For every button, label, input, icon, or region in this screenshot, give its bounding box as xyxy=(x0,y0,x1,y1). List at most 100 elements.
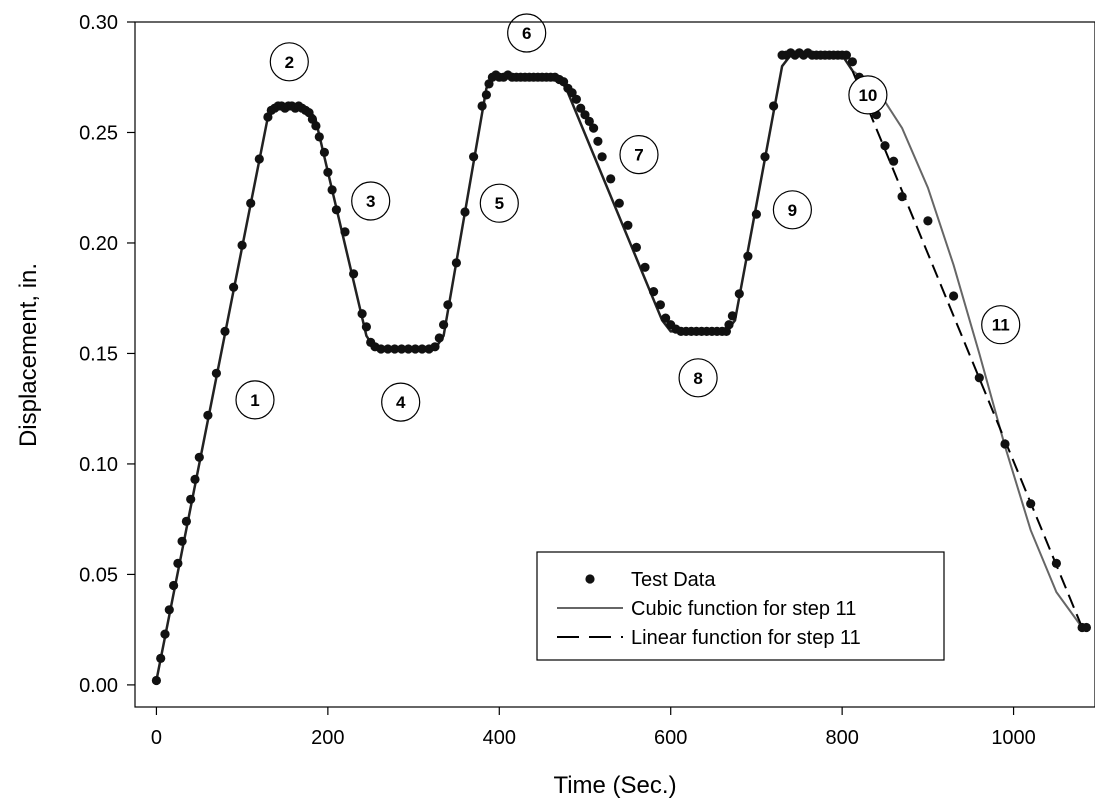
data-point xyxy=(397,344,407,354)
data-point xyxy=(743,251,753,261)
data-point xyxy=(649,287,659,297)
x-tick-label: 0 xyxy=(151,727,162,749)
legend-label: Linear function for step 11 xyxy=(631,627,861,649)
data-point xyxy=(160,629,170,639)
step-circle xyxy=(479,183,519,223)
x-tick-label: 800 xyxy=(825,727,858,749)
data-point xyxy=(606,174,616,184)
data-point xyxy=(481,90,491,100)
data-point xyxy=(211,368,221,378)
data-point xyxy=(229,282,239,292)
data-point xyxy=(349,269,359,279)
data-point xyxy=(181,516,191,527)
data-point xyxy=(477,101,487,111)
data-point xyxy=(640,262,650,272)
step-circle xyxy=(678,358,718,398)
data-point xyxy=(841,50,852,60)
step-circle xyxy=(235,380,275,420)
data-point xyxy=(403,344,413,354)
data-point xyxy=(580,110,590,120)
points-layer xyxy=(151,48,1091,686)
data-point xyxy=(655,300,666,310)
data-point xyxy=(949,291,959,301)
data-point xyxy=(156,653,166,664)
data-point xyxy=(151,675,161,686)
step-circle xyxy=(848,75,888,115)
data-point xyxy=(311,121,321,131)
data-point xyxy=(889,156,899,166)
data-point xyxy=(319,147,329,157)
data-point xyxy=(434,333,444,343)
data-point xyxy=(443,300,453,310)
data-point xyxy=(597,152,607,162)
data-point xyxy=(177,536,187,546)
data-point xyxy=(559,77,569,87)
plot-frame xyxy=(134,21,1095,708)
step-circle xyxy=(351,181,391,221)
legend-symbol-test-data xyxy=(585,574,595,584)
data-point xyxy=(430,342,440,352)
data-point xyxy=(460,207,470,217)
data-point xyxy=(1000,439,1010,449)
x-axis-title: Time (Sec.) xyxy=(553,772,676,799)
data-point xyxy=(571,94,582,104)
data-point xyxy=(880,141,890,151)
data-point xyxy=(584,116,594,126)
data-point xyxy=(331,205,341,215)
data-point xyxy=(1026,499,1036,509)
y-tick-label: 0.10 xyxy=(79,454,118,476)
y-tick-label: 0.00 xyxy=(79,675,118,697)
series-line-cubic xyxy=(851,69,1083,629)
data-point xyxy=(194,452,204,462)
data-point xyxy=(390,344,400,354)
data-point xyxy=(383,344,393,354)
data-point xyxy=(974,373,984,383)
data-point xyxy=(186,494,196,504)
data-point xyxy=(323,167,333,177)
data-point xyxy=(734,289,744,299)
data-point xyxy=(593,136,603,146)
step-label: 7 xyxy=(634,146,643,165)
legend-box xyxy=(536,551,945,661)
y-tick-label: 0.05 xyxy=(79,564,118,586)
data-point xyxy=(576,103,586,113)
step-label: 6 xyxy=(522,24,531,43)
data-point xyxy=(1081,622,1091,633)
data-point xyxy=(760,152,770,162)
data-point xyxy=(220,326,230,336)
step-circle xyxy=(981,305,1021,345)
series-layer xyxy=(851,69,1084,629)
data-point xyxy=(623,220,633,230)
y-tick-label: 0.15 xyxy=(79,343,118,365)
step-label: 11 xyxy=(992,316,1010,335)
step-circle xyxy=(381,382,421,422)
y-tick-label: 0.30 xyxy=(79,12,118,34)
data-point xyxy=(314,132,324,142)
data-point xyxy=(661,313,671,323)
data-point xyxy=(567,88,577,98)
step-circle xyxy=(619,135,659,175)
y-tick-label: 0.25 xyxy=(79,122,118,144)
x-tick-label: 600 xyxy=(654,727,687,749)
data-point xyxy=(410,344,420,354)
step-label: 9 xyxy=(788,201,797,220)
step-label: 2 xyxy=(285,53,294,72)
data-point xyxy=(769,101,779,111)
data-point xyxy=(376,344,386,354)
data-point xyxy=(631,242,642,252)
step-label: 4 xyxy=(396,393,406,412)
step-label: 1 xyxy=(250,391,259,410)
data-point xyxy=(173,558,183,569)
data-point xyxy=(357,309,367,319)
legend: Test Data Cubic function for step 11 Linea… xyxy=(536,551,945,661)
step-label: 10 xyxy=(858,86,877,105)
x-tick-label: 1000 xyxy=(991,727,1036,749)
step-circle xyxy=(507,13,547,53)
series-line-linear xyxy=(851,70,1084,628)
legend-label: Test Data xyxy=(631,569,716,591)
data-point xyxy=(246,198,256,208)
data-point xyxy=(923,216,933,226)
step-label: 5 xyxy=(495,194,504,213)
x-tick-label: 400 xyxy=(483,727,516,749)
